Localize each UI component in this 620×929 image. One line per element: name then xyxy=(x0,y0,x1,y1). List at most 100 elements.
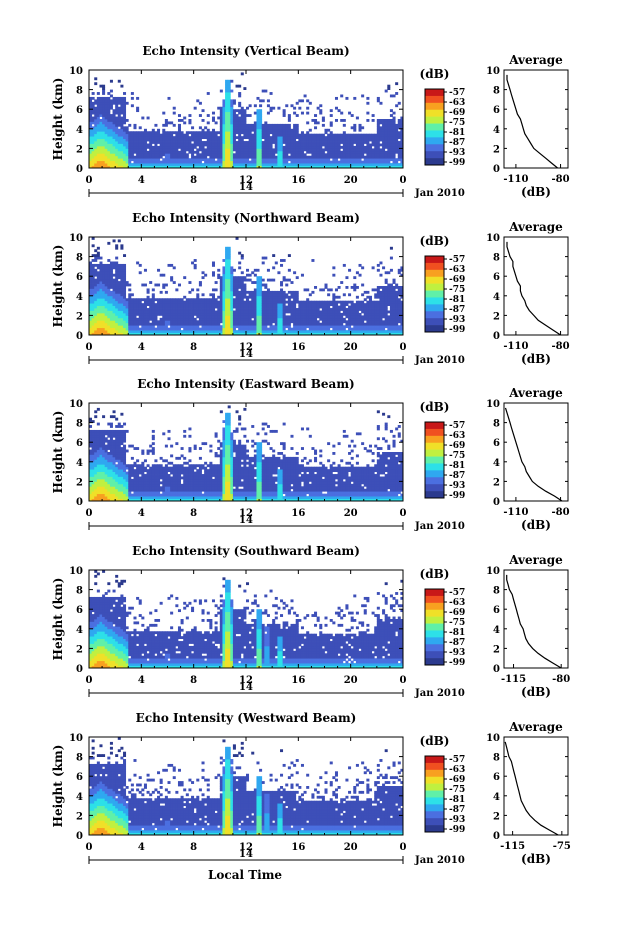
heatmap-cell xyxy=(238,286,242,289)
heatmap-cell xyxy=(170,148,174,152)
heatmap-cell xyxy=(379,303,383,306)
heatmap-cell xyxy=(371,317,375,321)
heatmap-cell xyxy=(227,153,231,157)
heatmap-cell xyxy=(96,92,100,95)
heatmap-cell xyxy=(185,300,189,304)
heatmap-cell xyxy=(248,150,252,154)
heatmap-cell xyxy=(345,145,349,149)
heatmap-cell xyxy=(384,303,388,306)
heatmap-cell xyxy=(117,290,121,294)
heatmap-cell xyxy=(104,263,108,267)
heatmap-cell xyxy=(89,165,93,169)
heatmap-cell xyxy=(154,322,158,326)
heatmap-cell xyxy=(151,288,155,292)
heatmap-cell xyxy=(282,320,286,324)
heatmap-cell xyxy=(196,288,200,292)
heatmap-cell xyxy=(112,153,116,157)
heatmap-cell xyxy=(280,303,284,306)
heatmap-cell xyxy=(353,330,357,333)
heatmap-cell xyxy=(366,101,370,105)
heatmap-cell xyxy=(123,96,127,100)
heatmap-cell xyxy=(272,317,276,321)
heatmap-cell xyxy=(264,290,268,294)
heatmap-cell xyxy=(277,320,281,324)
colorbar-tick-label: -57 xyxy=(449,88,465,98)
heatmap-cell xyxy=(149,308,153,311)
heatmap-cell xyxy=(162,286,166,289)
heatmap-cell xyxy=(253,158,257,162)
heatmap-cell xyxy=(395,148,399,152)
heatmap-cell xyxy=(227,155,231,159)
heatmap-cell xyxy=(384,163,388,166)
heatmap-cell xyxy=(282,145,286,149)
heatmap-cell xyxy=(167,322,171,326)
heatmap-cell xyxy=(256,111,260,115)
heatmap-cell xyxy=(91,474,95,477)
heatmap-cell xyxy=(387,160,391,164)
heatmap-cell xyxy=(146,145,150,149)
heatmap-cell xyxy=(235,155,239,159)
heatmap-cell xyxy=(227,327,231,331)
heatmap-cell xyxy=(300,145,304,149)
heatmap-cell xyxy=(256,123,260,127)
heatmap-cell xyxy=(227,310,231,314)
heatmap-cell xyxy=(392,295,396,299)
heatmap-cell xyxy=(117,322,121,326)
heatmap-cell xyxy=(337,305,341,309)
heatmap-cell xyxy=(363,158,367,162)
heatmap-cell xyxy=(214,315,218,319)
heatmap-cell xyxy=(141,303,145,306)
heatmap-cell xyxy=(248,332,252,336)
heatmap-cell xyxy=(387,330,391,333)
heatmap-cell xyxy=(387,141,391,144)
heatmap-cell xyxy=(136,298,140,302)
heatmap-cell xyxy=(89,278,93,282)
heatmap-cell xyxy=(395,290,399,294)
heatmap-cell xyxy=(389,303,393,306)
heatmap-cell xyxy=(219,109,223,113)
heatmap-cell xyxy=(238,158,242,162)
heatmap-cell xyxy=(329,121,333,125)
heatmap-cell xyxy=(96,111,100,115)
heatmap-cell xyxy=(374,288,378,292)
heatmap-cell xyxy=(285,163,289,166)
heatmap-cell xyxy=(104,290,108,294)
heatmap-cell xyxy=(227,94,231,98)
heatmap-cell xyxy=(240,131,244,135)
heatmap-cell xyxy=(295,325,299,329)
heatmap-cell xyxy=(397,288,401,292)
colorbar-tick-label: -63 xyxy=(449,98,465,108)
heatmap-cell xyxy=(198,114,202,117)
heatmap-cell xyxy=(327,320,331,324)
heatmap-cell xyxy=(136,106,140,110)
heatmap-cell xyxy=(91,447,95,450)
heatmap-cell xyxy=(306,163,310,166)
heatmap-cell xyxy=(94,496,98,499)
heatmap-cell xyxy=(115,158,119,162)
heatmap-cell xyxy=(172,332,176,336)
heatmap-cell xyxy=(201,308,205,311)
colorbar-swatch xyxy=(425,297,444,305)
heatmap-cell xyxy=(285,283,289,287)
heatmap-cell xyxy=(162,325,166,329)
heatmap-cell xyxy=(204,133,208,137)
heatmap-cell xyxy=(266,322,270,326)
heatmap-cell xyxy=(382,312,386,316)
heatmap-cell xyxy=(164,131,168,135)
heatmap-cell xyxy=(209,150,213,154)
heatmap-cell xyxy=(251,281,255,284)
heatmap-cell xyxy=(334,143,338,147)
heatmap-cell xyxy=(266,278,270,282)
heatmap-cell xyxy=(285,123,289,127)
heatmap-cell xyxy=(340,332,344,336)
heatmap-cell xyxy=(303,165,307,169)
heatmap-cell xyxy=(287,128,291,132)
heatmap-cell xyxy=(238,300,242,304)
heatmap-cell xyxy=(311,155,315,159)
heatmap-cell xyxy=(89,163,93,166)
heatmap-cell xyxy=(225,281,229,284)
heatmap-cell xyxy=(264,325,268,329)
heatmap-cell xyxy=(180,141,184,144)
heatmap-cell xyxy=(123,148,127,152)
heatmap-cell xyxy=(387,303,391,306)
